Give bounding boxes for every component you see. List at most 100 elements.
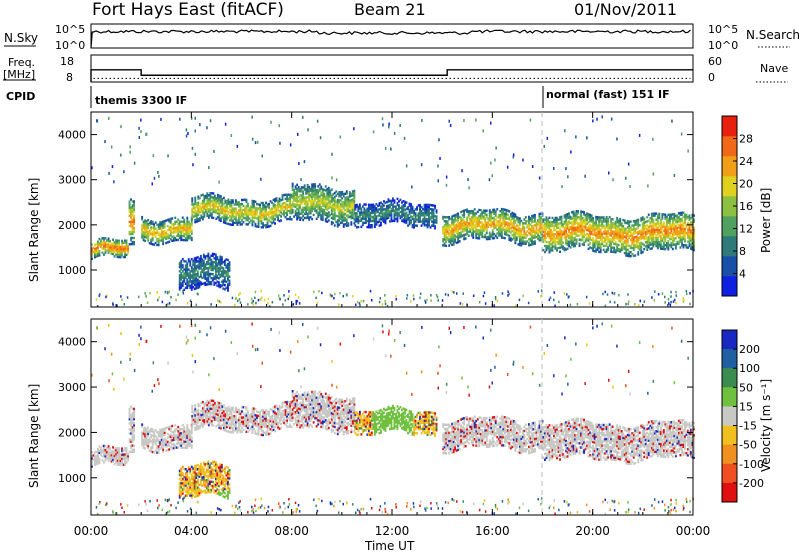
power-cell: [647, 213, 650, 216]
power-cell: [184, 222, 187, 226]
power-cell: [229, 202, 231, 206]
power-cell: [638, 133, 641, 137]
power-cell: [611, 218, 614, 221]
power-cell: [449, 124, 452, 127]
power-cell: [331, 176, 333, 180]
power-cell: [627, 162, 630, 166]
power-cell: [142, 226, 145, 230]
power-cell: [434, 204, 436, 208]
power-cell: [160, 117, 162, 121]
power-cell: [673, 173, 676, 177]
power-cell: [119, 251, 122, 255]
power-cell: [266, 221, 269, 224]
power-cell: [133, 214, 135, 217]
power-cell: [175, 234, 178, 238]
power-cell: [163, 234, 166, 237]
power-cell: [305, 192, 308, 195]
power-cell: [141, 217, 144, 221]
cpid-segment-2: normal (fast) 151 IF: [546, 88, 670, 101]
power-cell: [106, 239, 108, 242]
power-cell: [124, 249, 126, 253]
power-cell: [178, 230, 181, 233]
power-cell: [174, 216, 177, 219]
power-cell: [162, 240, 165, 244]
power-cell: [236, 203, 239, 206]
power-cell: [300, 194, 303, 197]
power-cell: [300, 216, 303, 220]
power-cell: [184, 230, 187, 234]
power-cell: [113, 245, 116, 248]
power-cell: [165, 237, 168, 241]
power-cell: [163, 224, 166, 227]
power-cell: [162, 232, 165, 236]
power-cell: [627, 302, 629, 306]
power-cell: [251, 297, 253, 301]
power-cell: [163, 230, 166, 233]
power-cell: [130, 230, 132, 234]
power-cell: [189, 226, 192, 230]
power-cell: [241, 223, 243, 226]
power-cell: [239, 301, 242, 304]
power-cell: [245, 208, 248, 212]
power-cell: [265, 207, 267, 211]
power-cell: [124, 247, 126, 251]
power-cell: [284, 211, 287, 215]
power-cell: [110, 250, 113, 253]
power-cell: [327, 186, 330, 190]
power-cell: [106, 245, 108, 248]
power-cell: [183, 232, 186, 236]
velocity-cell: [112, 446, 114, 449]
power-cell: [499, 220, 502, 223]
power-cell: [271, 301, 274, 304]
power-cell: [256, 209, 258, 212]
power-cell: [230, 213, 233, 216]
power-cell: [201, 199, 204, 203]
power-cell: [674, 245, 677, 248]
power-cell: [266, 219, 269, 222]
power-cell: [405, 201, 408, 204]
power-cell: [97, 242, 99, 245]
power-cell: [154, 241, 157, 245]
power-cell: [212, 204, 215, 207]
beam-title: Beam 21: [354, 0, 426, 19]
power-cell: [118, 255, 120, 259]
power-cell: [592, 217, 595, 220]
power-cell: [110, 145, 113, 149]
power-cell: [112, 242, 114, 245]
power-cell: [118, 251, 120, 255]
power-cell: [186, 235, 189, 238]
power-cell: [291, 188, 294, 192]
power-cell: [130, 222, 132, 225]
power-cell: [116, 247, 119, 250]
power-cell: [122, 255, 125, 259]
colorbar-swatch: [722, 176, 737, 197]
power-cell: [248, 207, 251, 210]
power-cell: [294, 195, 297, 198]
power-cell: [156, 239, 159, 243]
power-cell: [238, 211, 240, 214]
power-cell: [274, 204, 276, 207]
power-cell: [277, 202, 279, 205]
power-cell: [242, 216, 245, 220]
power-cell: [354, 208, 357, 211]
power-cell: [219, 201, 222, 204]
power-cell: [244, 208, 246, 212]
power-cell: [356, 300, 359, 304]
power-cell: [224, 211, 227, 214]
power-cell: [154, 233, 157, 236]
power-cell: [262, 205, 264, 209]
power-cell: [120, 125, 122, 129]
power-cell: [229, 215, 231, 218]
power-cell: [506, 213, 509, 216]
power-cell: [524, 216, 527, 219]
power-cell: [191, 217, 194, 220]
power-cell: [244, 198, 246, 201]
power-cell: [104, 237, 107, 240]
power-cell: [289, 197, 292, 200]
power-cell: [157, 241, 160, 245]
power-cell: [575, 238, 578, 241]
power-cell: [284, 193, 287, 196]
power-cell: [272, 202, 275, 206]
power-cell: [245, 198, 248, 202]
